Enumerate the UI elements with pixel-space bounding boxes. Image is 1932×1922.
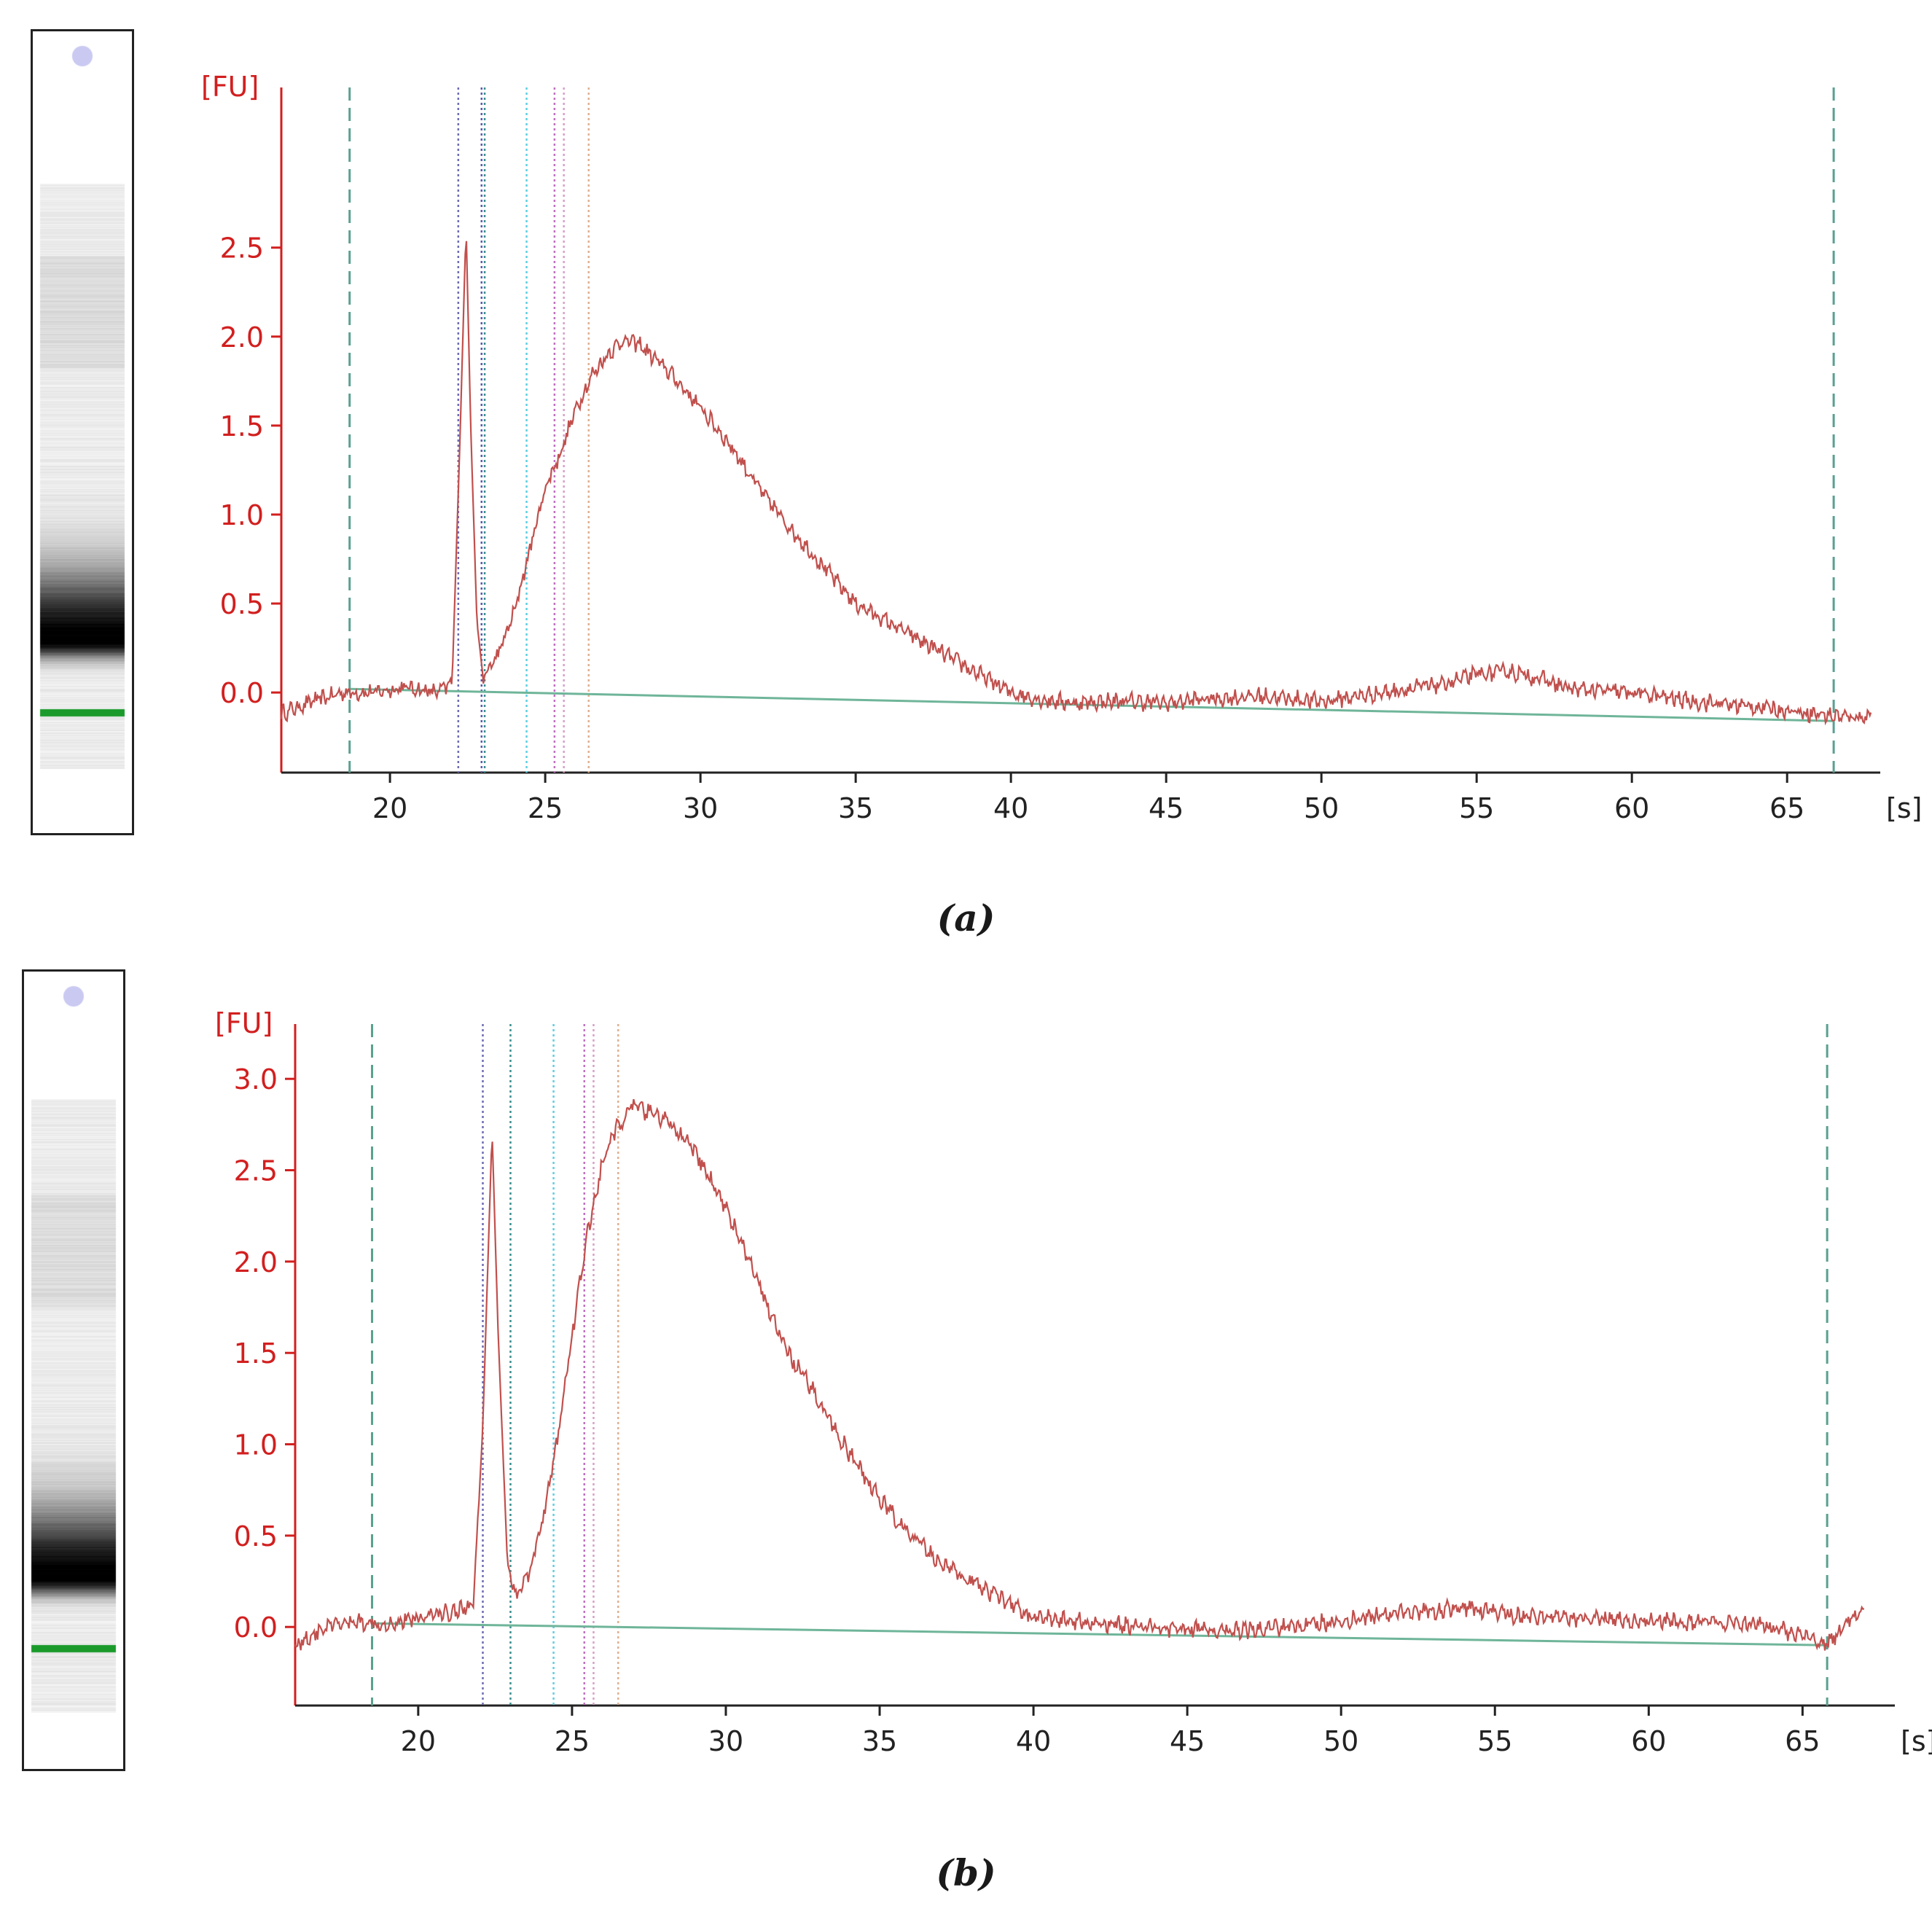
- y-tick-label: 0.5: [220, 588, 264, 620]
- x-tick-label: 40: [1016, 1725, 1051, 1757]
- x-unit-label: [s]: [1901, 1725, 1932, 1757]
- electropherogram-chart: [FU] 0.0 0.5 1.0 1.5 2.0 2.5 3.0 20 25 30 35 40 45 50 5…: [215, 1007, 1932, 1757]
- x-tick-label: 55: [1477, 1725, 1512, 1757]
- gel-lane-image: [22, 969, 125, 1771]
- y-tick-label: 1.5: [220, 410, 264, 442]
- x-tick-label: 20: [401, 1725, 436, 1757]
- gel-lane-image: [31, 29, 134, 835]
- x-tick-label: 30: [683, 792, 718, 824]
- y-tick-label: 3.0: [234, 1063, 278, 1095]
- x-tick-label: 35: [838, 792, 873, 824]
- y-tick-label: 0.0: [234, 1612, 278, 1644]
- y-tick-label: 2.0: [220, 321, 264, 353]
- x-unit-label: [s]: [1886, 792, 1922, 824]
- gel-lane-bands: [33, 31, 132, 833]
- baseline-line: [349, 687, 1834, 722]
- x-tick-label: 60: [1614, 792, 1649, 824]
- y-tick-label: 2.5: [234, 1155, 278, 1187]
- panel-caption: (a): [936, 896, 996, 939]
- x-tick-label: 65: [1769, 792, 1804, 824]
- y-unit-label: [FU]: [215, 1007, 273, 1039]
- y-tick-label: 1.0: [220, 499, 264, 531]
- fluorescence-trace: [294, 1098, 1865, 1651]
- x-tick-label: 25: [555, 1725, 590, 1757]
- y-tick-label: 1.0: [234, 1429, 278, 1461]
- electropherogram-panel-a: [FU] 0.0 0.5 1.0 1.5 2.0 2.5 20 25 30 35 40 45 50 55 60…: [31, 29, 1922, 939]
- x-tick-label: 65: [1785, 1725, 1820, 1757]
- x-tick-label: 60: [1631, 1725, 1666, 1757]
- y-tick-label: 2.5: [220, 233, 264, 265]
- baseline-line: [372, 1622, 1828, 1646]
- y-tick-label: 2.0: [234, 1246, 278, 1278]
- panel-caption: (b): [936, 1851, 996, 1894]
- x-tick-label: 40: [993, 792, 1028, 824]
- x-tick-label: 50: [1304, 792, 1339, 824]
- x-tick-label: 45: [1149, 792, 1184, 824]
- y-tick-label: 0.5: [234, 1520, 278, 1552]
- y-tick-label: 1.5: [234, 1337, 278, 1370]
- fluorescence-trace: [280, 241, 1872, 726]
- x-tick-label: 50: [1323, 1725, 1358, 1757]
- x-tick-label: 20: [372, 792, 407, 824]
- gel-lane-bands: [24, 972, 123, 1769]
- x-tick-label: 30: [708, 1725, 743, 1757]
- x-tick-label: 35: [862, 1725, 897, 1757]
- x-tick-label: 45: [1170, 1725, 1205, 1757]
- electropherogram-panel-b: [FU] 0.0 0.5 1.0 1.5 2.0 2.5 3.0 20 25 30 35 40 45 50 5…: [0, 969, 1932, 1922]
- y-unit-label: [FU]: [201, 71, 259, 103]
- electropherogram-chart: [FU] 0.0 0.5 1.0 1.5 2.0 2.5 20 25 30 35 40 45 50 55 60…: [201, 71, 1922, 824]
- x-tick-label: 25: [528, 792, 563, 824]
- y-tick-label: 0.0: [220, 677, 264, 709]
- x-tick-label: 55: [1459, 792, 1494, 824]
